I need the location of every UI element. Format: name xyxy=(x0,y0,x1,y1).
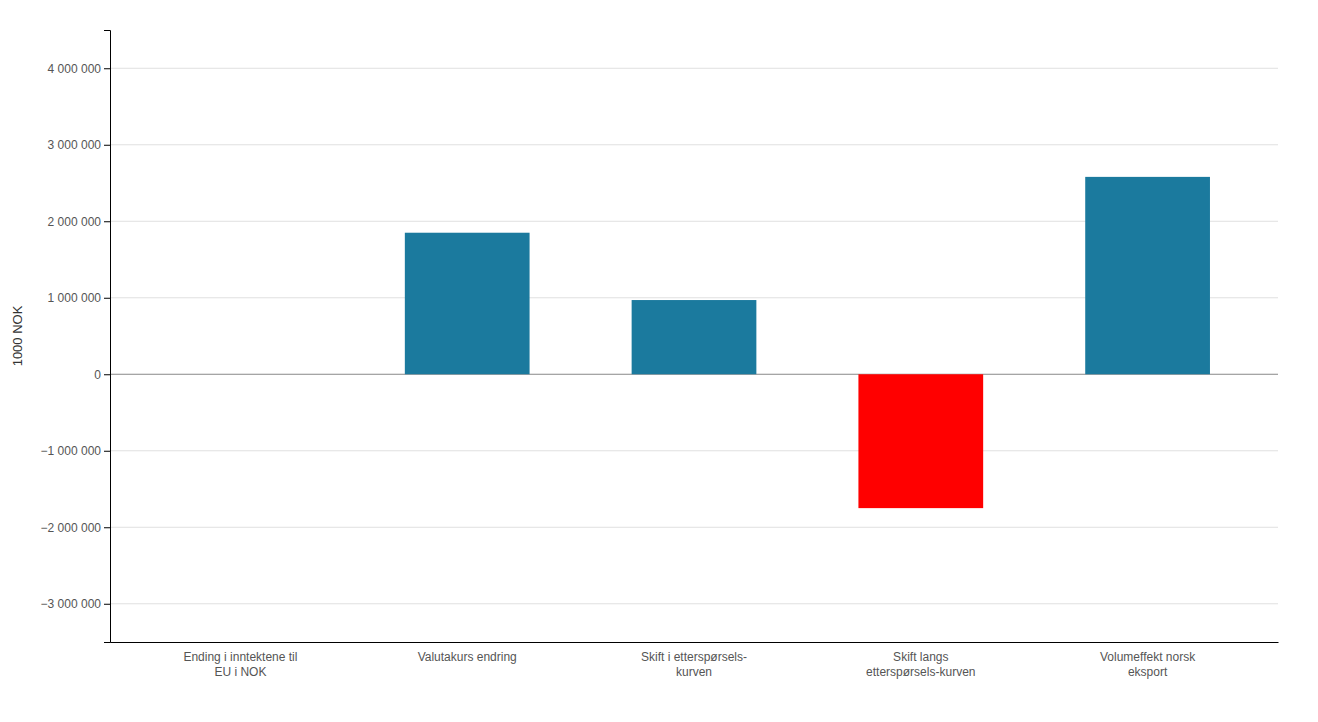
x-tick-label: Skift langsetterspørsels-kurven xyxy=(866,650,975,680)
bar xyxy=(858,374,983,508)
y-tick-label: 0 xyxy=(94,368,101,382)
y-tick-mark xyxy=(104,298,110,299)
x-tick-label-line: Volumeffekt norsk xyxy=(1100,650,1196,664)
grid-line xyxy=(110,68,1278,69)
x-tick-label: Ending i inntektene tilEU i NOK xyxy=(183,650,297,680)
y-tick-label: −3 000 000 xyxy=(41,597,102,611)
y-tick: −2 000 000 xyxy=(41,521,110,535)
x-tick: Volumeffekt norskeksport xyxy=(1100,650,1196,680)
y-axis-title: 1000 NOK xyxy=(10,305,25,366)
y-tick-mark xyxy=(104,527,110,528)
x-tick-label-line: Valutakurs endring xyxy=(418,650,517,664)
y-tick: 1 000 000 xyxy=(48,291,110,305)
y-tick: 2 000 000 xyxy=(48,215,110,229)
grid-line xyxy=(110,144,1278,145)
y-tick: 0 xyxy=(94,368,110,382)
y-axis: −3 000 000 −2 000 000 −1 000 000 0 1 000 000… xyxy=(41,31,111,643)
y-tick-mark xyxy=(104,451,110,452)
y-tick-label: 2 000 000 xyxy=(48,215,102,229)
y-tick-label: 3 000 000 xyxy=(48,138,102,152)
x-tick-label-line: Ending i inntektene til xyxy=(183,650,297,664)
y-tick-mark xyxy=(104,145,110,146)
x-tick-label-line: eksport xyxy=(1128,665,1168,679)
y-axis-line xyxy=(104,31,111,643)
bars xyxy=(405,177,1210,508)
grid-line xyxy=(110,450,1278,451)
x-tick-label: Skift i etterspørsels-kurven xyxy=(641,650,747,680)
x-axis-line xyxy=(111,642,1279,643)
y-tick: 3 000 000 xyxy=(48,138,110,152)
plot: −3 000 000 −2 000 000 −1 000 000 0 1 000 000… xyxy=(10,31,1279,680)
chart: −3 000 000 −2 000 000 −1 000 000 0 1 000 000… xyxy=(0,0,1318,722)
x-tick-label-line: EU i NOK xyxy=(214,665,266,679)
bar xyxy=(178,374,303,375)
y-tick-mark xyxy=(104,68,110,69)
y-tick-label: 1 000 000 xyxy=(48,291,102,305)
bar xyxy=(405,233,530,375)
y-tick-mark xyxy=(104,374,110,375)
x-tick: Skift i etterspørsels-kurven xyxy=(641,650,747,680)
y-tick: 4 000 000 xyxy=(48,62,110,76)
y-tick-label: −1 000 000 xyxy=(41,444,102,458)
x-tick: Skift langsetterspørsels-kurven xyxy=(866,650,975,680)
x-tick: Ending i inntektene tilEU i NOK xyxy=(183,650,297,680)
x-tick-label-line: Skift i etterspørsels- xyxy=(641,650,747,664)
y-tick-mark xyxy=(104,604,110,605)
y-tick-label: −2 000 000 xyxy=(41,521,102,535)
x-tick: Valutakurs endring xyxy=(418,650,517,664)
bar xyxy=(632,300,757,374)
y-tick: −3 000 000 xyxy=(41,597,110,611)
x-tick-label-line: Skift langs xyxy=(893,650,948,664)
x-axis: Ending i inntektene tilEU i NOK Valutakur… xyxy=(111,643,1279,680)
x-tick-label: Volumeffekt norskeksport xyxy=(1100,650,1196,680)
grid-line xyxy=(110,527,1278,528)
grid xyxy=(110,68,1278,604)
y-tick-label: 4 000 000 xyxy=(48,62,102,76)
x-tick-label-line: etterspørsels-kurven xyxy=(866,665,975,679)
bar xyxy=(1085,177,1210,374)
grid-line xyxy=(110,603,1278,604)
x-tick-label-line: kurven xyxy=(676,665,712,679)
x-tick-label: Valutakurs endring xyxy=(418,650,517,664)
y-tick-mark xyxy=(104,221,110,222)
y-tick: −1 000 000 xyxy=(41,444,110,458)
